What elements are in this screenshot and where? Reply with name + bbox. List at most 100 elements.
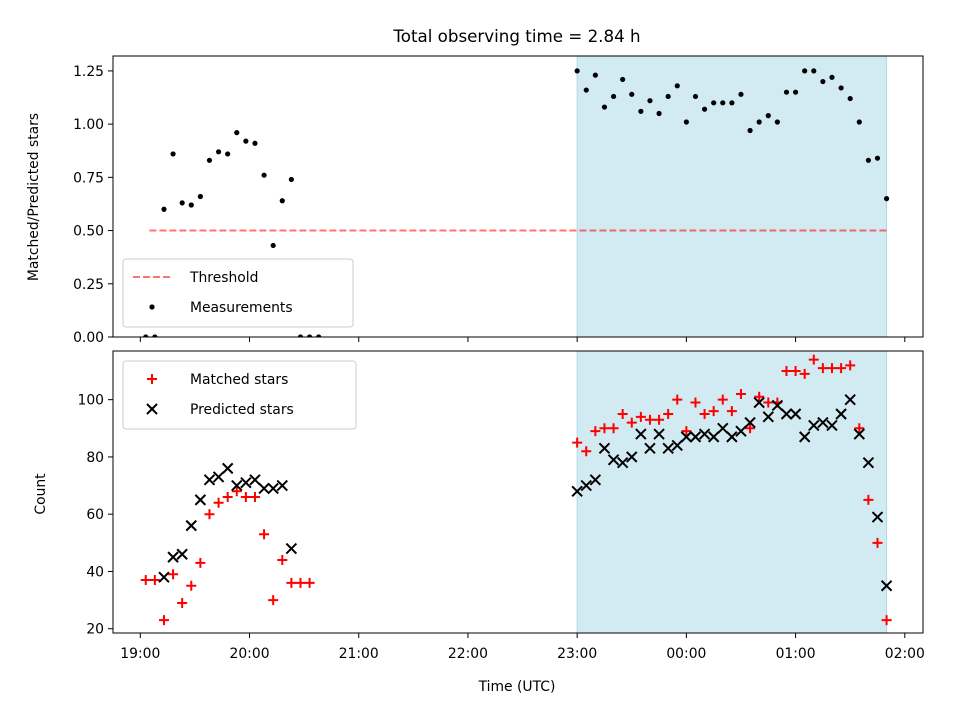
matched-star-point: [222, 492, 233, 503]
matched-star-point: [863, 494, 874, 505]
measurement-point: [747, 127, 753, 134]
legend-measurements-swatch: [149, 304, 155, 310]
measurement-point: [838, 85, 844, 91]
matched-star-point: [763, 397, 774, 408]
predicted-star-point: [662, 442, 674, 455]
top-y-tick-label: 1.00: [73, 117, 104, 133]
predicted-star-point: [626, 451, 638, 463]
predicted-star-point: [249, 474, 261, 486]
predicted-star-point: [880, 580, 893, 592]
measurement-point: [874, 155, 881, 161]
predicted-star-point: [276, 479, 288, 492]
matched-star-point: [286, 577, 297, 588]
measurement-point: [161, 206, 167, 212]
predicted-star-point: [853, 428, 865, 440]
predicted-star-point: [258, 482, 270, 495]
predicted-star-point: [780, 408, 793, 420]
matched-star-point: [249, 492, 260, 503]
measurement-point: [170, 151, 176, 157]
x-tick-label: 23:00: [557, 646, 597, 662]
measurement-point: [316, 334, 322, 337]
matched-star-point: [754, 391, 765, 402]
bottom-legend: Matched stars Predicted stars: [122, 360, 357, 430]
matched-star-point: [808, 354, 819, 365]
measurement-point: [261, 172, 267, 178]
measurement-point: [583, 87, 589, 93]
predicted-star-point: [698, 428, 711, 440]
x-tick-label: 01:00: [776, 646, 816, 662]
measurement-point: [629, 91, 635, 97]
measurement-point: [574, 68, 580, 74]
top-legend: Threshold Measurements: [122, 258, 354, 328]
matched-star-point: [654, 414, 665, 425]
matched-star-point: [608, 423, 619, 434]
predicted-star-point: [771, 399, 784, 412]
measurement-point: [783, 89, 790, 95]
matched-star-point: [158, 615, 169, 626]
measurement-point: [638, 108, 644, 114]
matched-star-point: [140, 575, 151, 586]
predicted-star-point: [185, 519, 197, 532]
matched-star-point: [826, 363, 837, 374]
predicted-star-point: [194, 494, 207, 506]
measurement-point: [765, 113, 771, 119]
x-tick-label: 20:00: [230, 646, 270, 662]
predicted-star-point: [817, 416, 829, 429]
matched-star-point: [672, 394, 683, 405]
matched-star-point: [168, 569, 179, 580]
matched-star-point: [735, 388, 746, 399]
legend-predicted-swatch: [146, 403, 158, 415]
bottom-y-tick-label: 100: [77, 393, 104, 409]
chart-title: Total observing time = 2.84 h: [392, 26, 640, 46]
bottom-y-tick-label: 40: [86, 564, 104, 580]
measurement-point: [215, 149, 222, 155]
matched-star-point: [617, 408, 628, 419]
predicted-star-point: [589, 474, 602, 486]
matched-star-point: [836, 363, 847, 374]
matched-star-point: [745, 423, 756, 434]
matched-star-point: [259, 529, 270, 540]
measurement-point: [252, 140, 258, 146]
matched-star-point: [231, 486, 242, 497]
measurement-point: [234, 130, 240, 136]
top-y-tick-label: 0.75: [73, 170, 104, 186]
measurement-point: [774, 119, 780, 125]
matched-star-point: [149, 575, 160, 586]
measurement-point: [665, 93, 671, 100]
predicted-star-point: [844, 393, 856, 406]
bottom-series-x: [158, 393, 893, 592]
top-observing-interval-shade: [576, 56, 888, 337]
predicted-star-point: [808, 419, 820, 432]
bottom-plot-area: [140, 351, 893, 633]
measurement-point: [683, 119, 689, 125]
matched-star-point: [681, 426, 692, 437]
predicted-star-point: [240, 476, 252, 489]
x-tick-label: 00:00: [666, 646, 706, 662]
measurement-point: [756, 119, 762, 125]
matched-star-point: [635, 411, 646, 422]
predicted-star-point: [798, 431, 811, 443]
measurement-point: [729, 100, 735, 106]
predicted-star-point: [231, 479, 243, 492]
predicted-star-point: [707, 431, 720, 443]
legend-label: Predicted stars: [190, 402, 294, 418]
measurement-point: [865, 157, 871, 163]
matched-star-point: [572, 437, 583, 448]
measurement-point: [674, 83, 680, 89]
x-tick-label: 02:00: [885, 646, 925, 662]
predicted-star-point: [285, 542, 298, 555]
measurement-point: [610, 93, 617, 100]
top-y-tick-label: 0.00: [73, 330, 104, 346]
matched-star-point: [726, 406, 737, 417]
matched-star-point: [204, 509, 215, 520]
measurement-point: [701, 106, 708, 112]
measurement-point: [601, 104, 608, 110]
measurement-point: [802, 68, 808, 74]
matched-star-point: [799, 368, 810, 379]
matched-star-point: [817, 363, 828, 374]
predicted-star-point: [871, 511, 884, 523]
matched-star-point: [781, 366, 792, 377]
top-y-axis-label: Matched/Predicted stars: [26, 113, 42, 281]
predicted-star-point: [735, 425, 747, 437]
